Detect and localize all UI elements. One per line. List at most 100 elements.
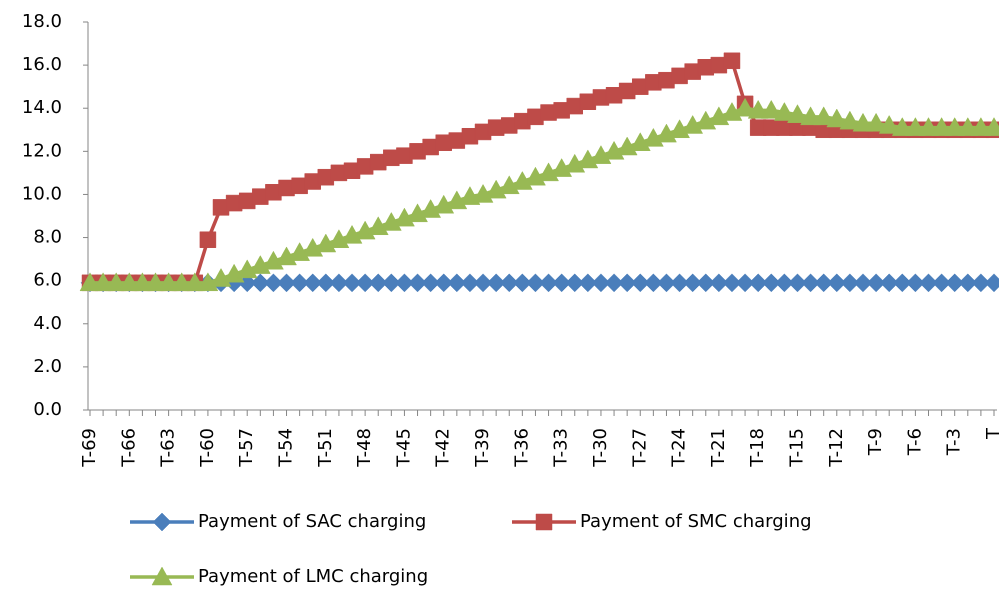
x-tick-label: T-9 <box>865 428 886 456</box>
x-tick-label: T-66 <box>118 428 139 468</box>
x-tick-label: T <box>983 427 999 440</box>
data-point <box>773 102 795 121</box>
data-point <box>722 273 742 293</box>
data-point <box>171 272 193 292</box>
legend-marker <box>151 566 173 586</box>
data-point <box>473 273 493 293</box>
data-point <box>145 272 166 292</box>
data-point <box>184 272 206 292</box>
data-point <box>944 117 966 136</box>
data-point <box>800 106 822 126</box>
x-tick-label: T-36 <box>511 428 532 468</box>
data-point <box>984 273 999 293</box>
data-point <box>250 273 270 293</box>
data-point <box>709 273 729 293</box>
data-point <box>329 273 349 293</box>
data-point <box>565 273 585 293</box>
legend-item: Payment of SAC charging <box>130 511 426 532</box>
data-point <box>747 99 769 119</box>
data-point <box>304 173 321 190</box>
data-point <box>657 273 676 293</box>
series-line <box>90 59 994 285</box>
data-point <box>748 273 768 293</box>
data-point <box>826 108 848 128</box>
data-point <box>931 117 953 136</box>
data-point <box>225 194 243 212</box>
data-point <box>316 273 336 293</box>
data-point <box>277 273 296 293</box>
data-point <box>957 117 979 136</box>
data-point <box>644 273 663 293</box>
x-tick-label: T-45 <box>393 428 414 468</box>
data-point <box>422 138 439 156</box>
data-point <box>526 273 545 293</box>
data-point <box>252 188 269 205</box>
data-point <box>891 117 913 136</box>
y-tick-label: 16.0 <box>22 54 62 75</box>
data-point <box>683 273 703 293</box>
x-tick-label: T-57 <box>236 428 257 468</box>
data-point <box>578 273 598 293</box>
data-point <box>852 112 874 132</box>
data-point <box>486 273 506 293</box>
data-point <box>381 273 401 293</box>
y-tick-label: 8.0 <box>33 227 62 248</box>
data-point <box>383 149 400 167</box>
data-point <box>487 119 505 136</box>
data-point <box>788 273 807 293</box>
data-point <box>290 273 309 293</box>
data-point <box>474 123 492 141</box>
data-point <box>447 273 467 293</box>
data-point <box>265 184 282 201</box>
data-point <box>735 273 755 293</box>
data-point <box>865 112 887 132</box>
data-point <box>723 52 741 70</box>
data-point <box>421 273 440 293</box>
data-point <box>303 273 323 293</box>
x-tick-label: T-24 <box>669 428 690 468</box>
data-point <box>368 273 388 293</box>
data-point <box>906 273 925 293</box>
legend-marker <box>152 512 172 532</box>
data-point <box>212 199 230 216</box>
y-tick-label: 12.0 <box>22 140 62 161</box>
data-point <box>970 117 992 136</box>
x-tick-label: T-12 <box>826 428 847 468</box>
legend-item: Payment of SMC charging <box>512 511 812 532</box>
x-tick-label: T-3 <box>944 428 965 456</box>
data-point <box>395 273 414 293</box>
x-tick-label: T-54 <box>276 428 297 468</box>
data-point <box>434 273 454 293</box>
x-tick-label: T-27 <box>629 428 650 468</box>
data-point <box>448 132 466 149</box>
data-point <box>645 74 662 91</box>
x-tick-label: T-60 <box>197 428 218 468</box>
data-point <box>958 273 978 293</box>
data-point <box>775 273 794 293</box>
data-point <box>579 93 597 111</box>
data-point <box>918 117 939 136</box>
data-point <box>355 273 375 293</box>
y-tick-label: 10.0 <box>22 183 62 204</box>
data-point <box>514 112 531 130</box>
data-point <box>983 117 999 136</box>
data-point <box>787 104 808 123</box>
data-point <box>553 102 570 119</box>
data-point <box>499 273 519 293</box>
y-tick-label: 18.0 <box>22 11 62 32</box>
data-point <box>343 162 361 179</box>
data-point <box>158 272 180 292</box>
data-point <box>839 110 861 130</box>
data-point <box>879 273 899 293</box>
data-point <box>813 106 835 126</box>
x-tick-label: T-63 <box>158 428 179 468</box>
data-point <box>617 273 637 293</box>
data-point <box>684 63 701 80</box>
data-point <box>604 273 624 293</box>
data-point <box>540 104 557 121</box>
data-point <box>801 273 820 293</box>
data-point <box>697 59 715 76</box>
data-point <box>512 273 532 293</box>
data-point <box>591 273 611 293</box>
